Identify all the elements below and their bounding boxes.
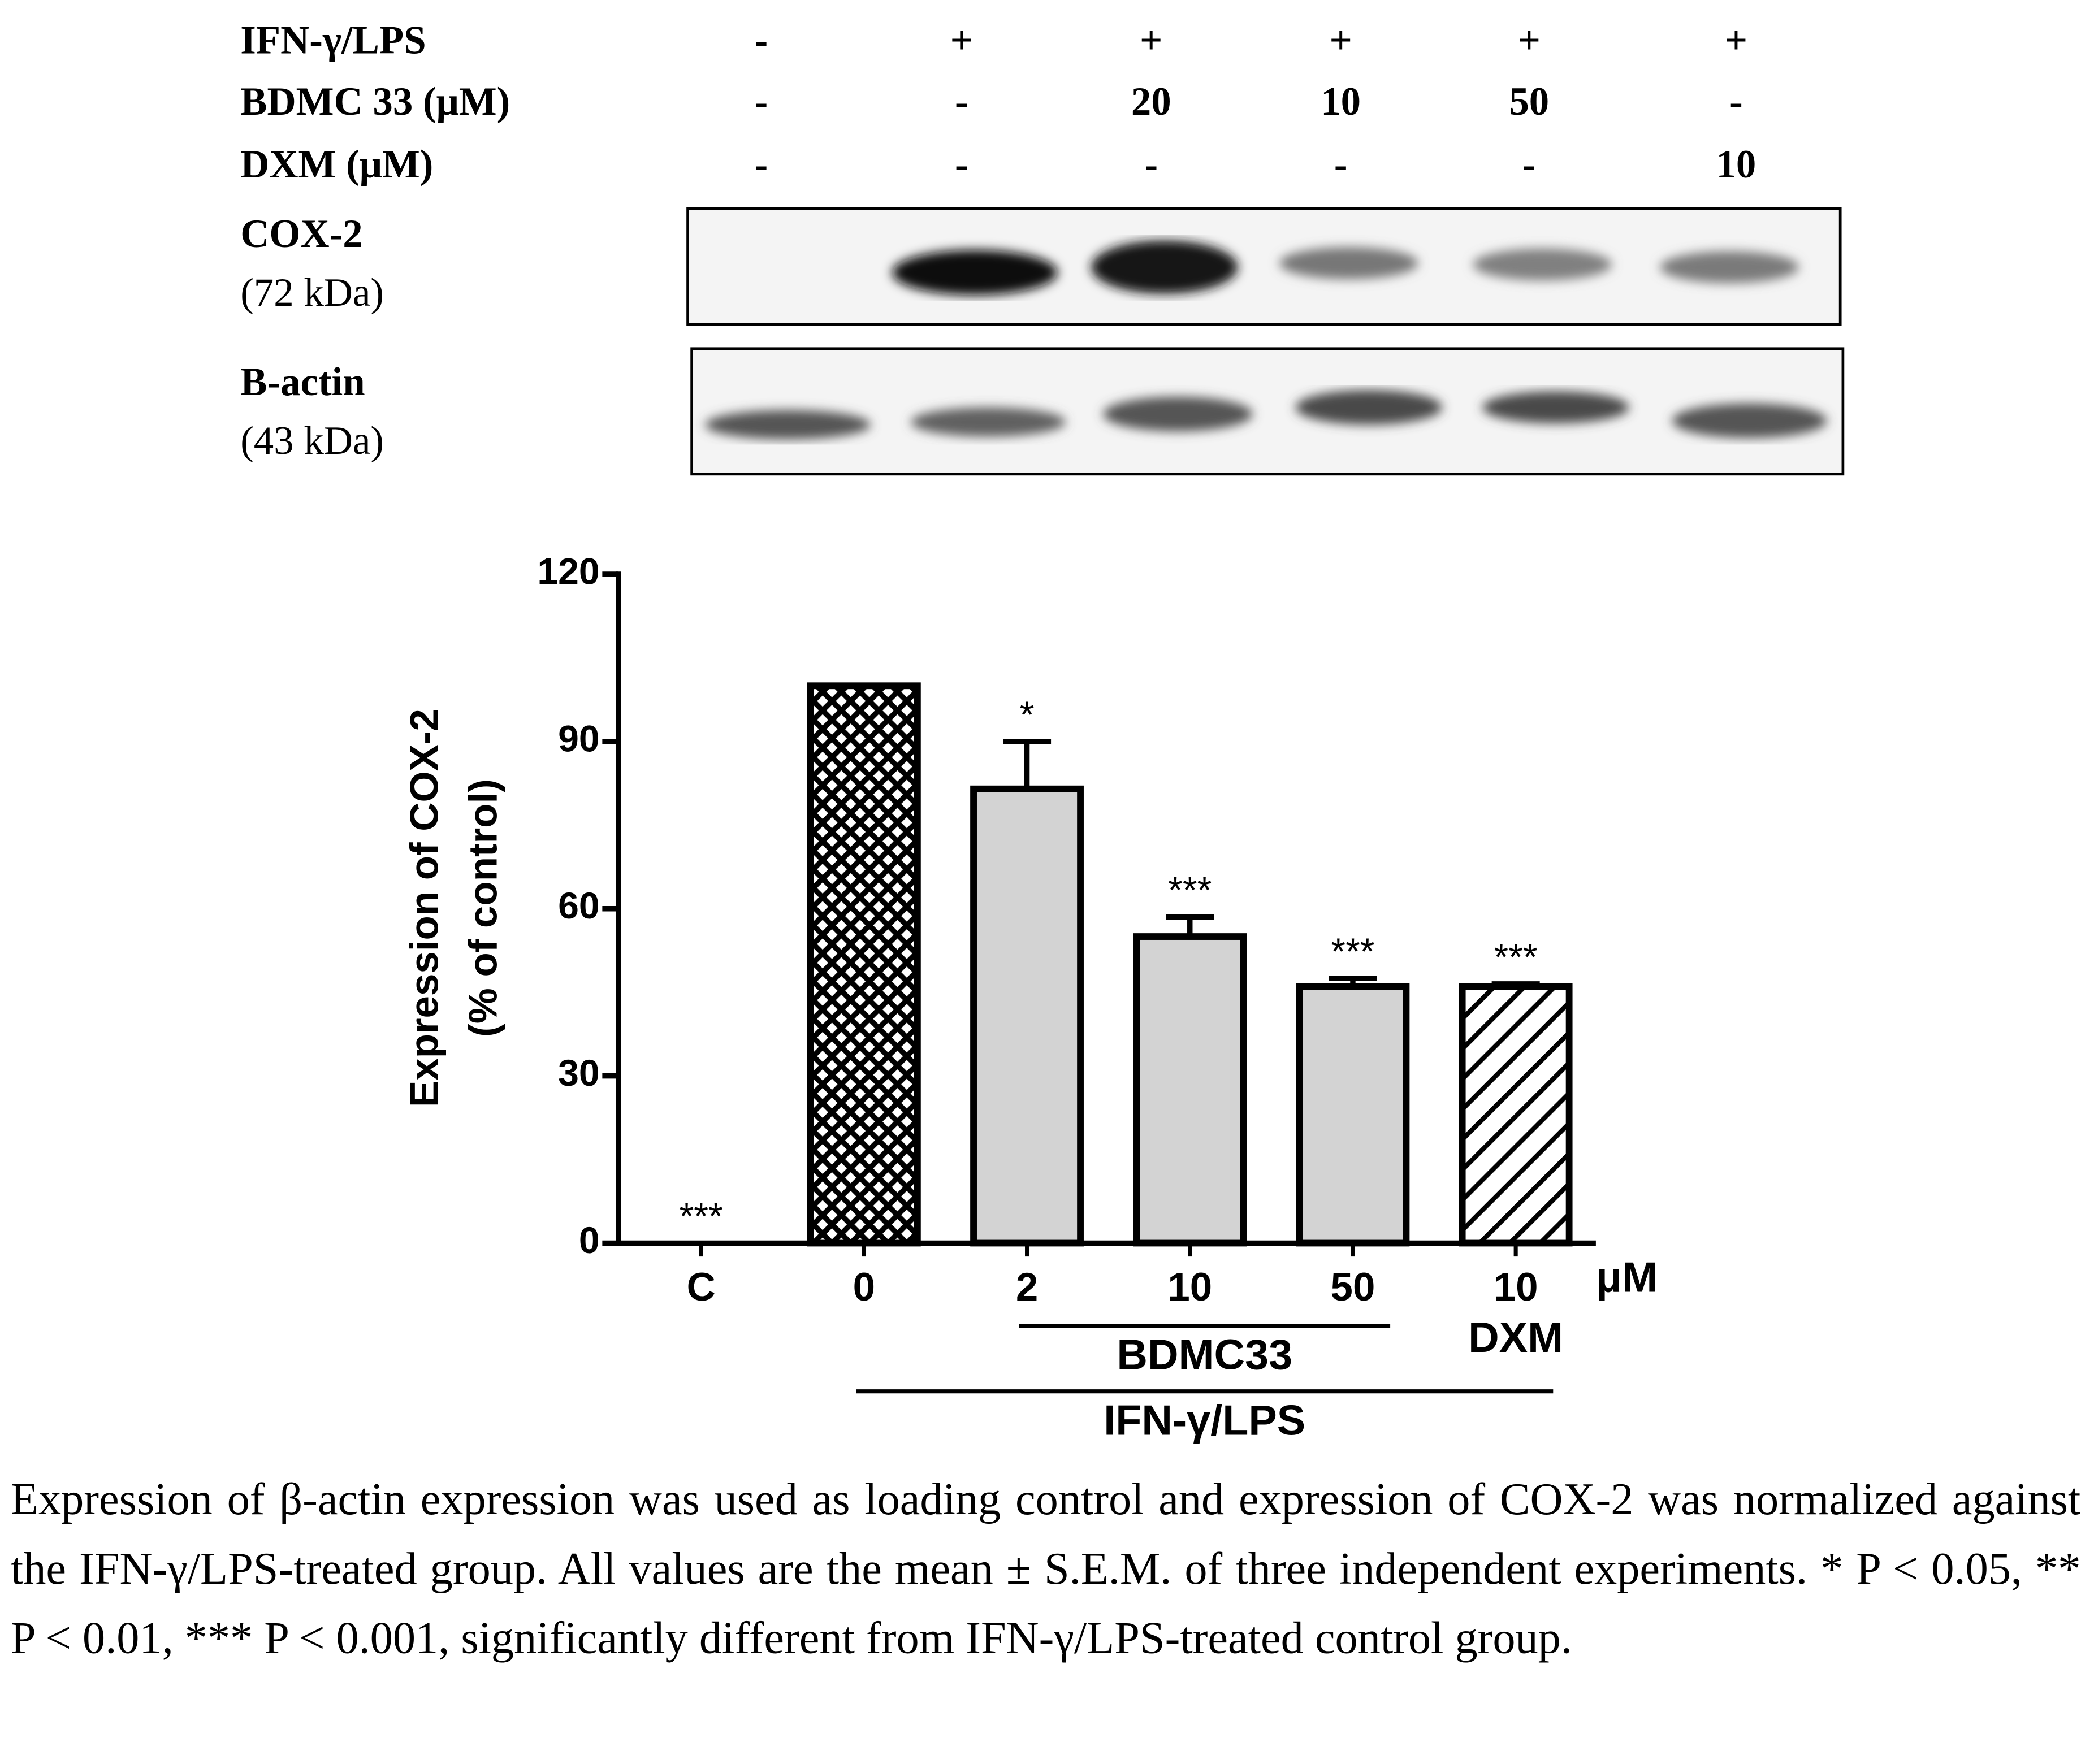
bar: [807, 682, 921, 1247]
cell: -: [755, 18, 768, 62]
cell: 10: [1716, 142, 1756, 187]
group-label: DXM: [1468, 1314, 1563, 1362]
error-bar: [1166, 914, 1214, 937]
bar: [970, 785, 1084, 1247]
panel-size: (43 kDa): [240, 419, 384, 463]
cell: -: [1522, 142, 1536, 187]
significance: ***: [680, 1195, 723, 1237]
cell: -: [1144, 142, 1158, 187]
row-label: DXM (μM): [240, 142, 433, 187]
unit-label: μM: [1596, 1254, 1658, 1302]
significance: ***: [1168, 869, 1212, 911]
y-tick-label: 0: [579, 1220, 600, 1262]
cell: -: [755, 80, 768, 124]
error-bar: [1491, 981, 1540, 987]
blot-image: [686, 207, 1845, 476]
x-tick-label: 10: [1494, 1265, 1538, 1310]
cell: 50: [1509, 80, 1549, 124]
bar: [1133, 933, 1247, 1247]
bar: [1459, 983, 1573, 1247]
caption-box: Expression of β-actin expression was use…: [10, 1475, 2081, 1664]
panel-size: (72 kDa): [240, 271, 384, 315]
error-bar: [1003, 739, 1052, 789]
y-tick-label: 120: [537, 551, 599, 592]
cell: 20: [1131, 80, 1171, 124]
y-axis-label: Expression of COX-2: [403, 709, 447, 1107]
cell: -: [755, 142, 768, 187]
y-axis-label: (% of control): [461, 779, 506, 1037]
error-bar: [1329, 976, 1377, 987]
x-tick-label: 0: [853, 1265, 875, 1310]
cell: +: [950, 18, 973, 62]
group-label: BDMC33: [1117, 1332, 1292, 1379]
row-label: BDMC 33 (μM): [240, 80, 510, 124]
cell: +: [1329, 18, 1352, 62]
x-tick-label: 10: [1167, 1265, 1212, 1310]
x-tick-label: 50: [1331, 1265, 1375, 1310]
y-tick-label: 30: [558, 1052, 600, 1094]
x-tick-label: C: [687, 1265, 716, 1310]
cell: -: [955, 80, 968, 124]
row-label: IFN-γ/LPS: [240, 18, 426, 62]
panel-name: B-actin: [240, 360, 365, 404]
group-label: IFN-γ/LPS: [1104, 1397, 1305, 1444]
cell: -: [1334, 142, 1348, 187]
y-tick-label: 60: [558, 885, 600, 927]
significance: ***: [1331, 931, 1374, 973]
significance: *: [1020, 694, 1035, 736]
x-tick-label: 2: [1016, 1265, 1038, 1310]
caption: Expression of β-actin expression was use…: [10, 1475, 2081, 1664]
y-tick-label: 90: [558, 718, 600, 760]
cell: -: [1729, 80, 1743, 124]
significance: ***: [1494, 937, 1538, 978]
cell: +: [1725, 18, 1747, 62]
cell: +: [1140, 18, 1162, 62]
cell: +: [1518, 18, 1541, 62]
panel-name: COX-2: [240, 212, 363, 256]
bar: [1296, 983, 1410, 1247]
cell: -: [955, 142, 968, 187]
cell: 10: [1321, 80, 1361, 124]
